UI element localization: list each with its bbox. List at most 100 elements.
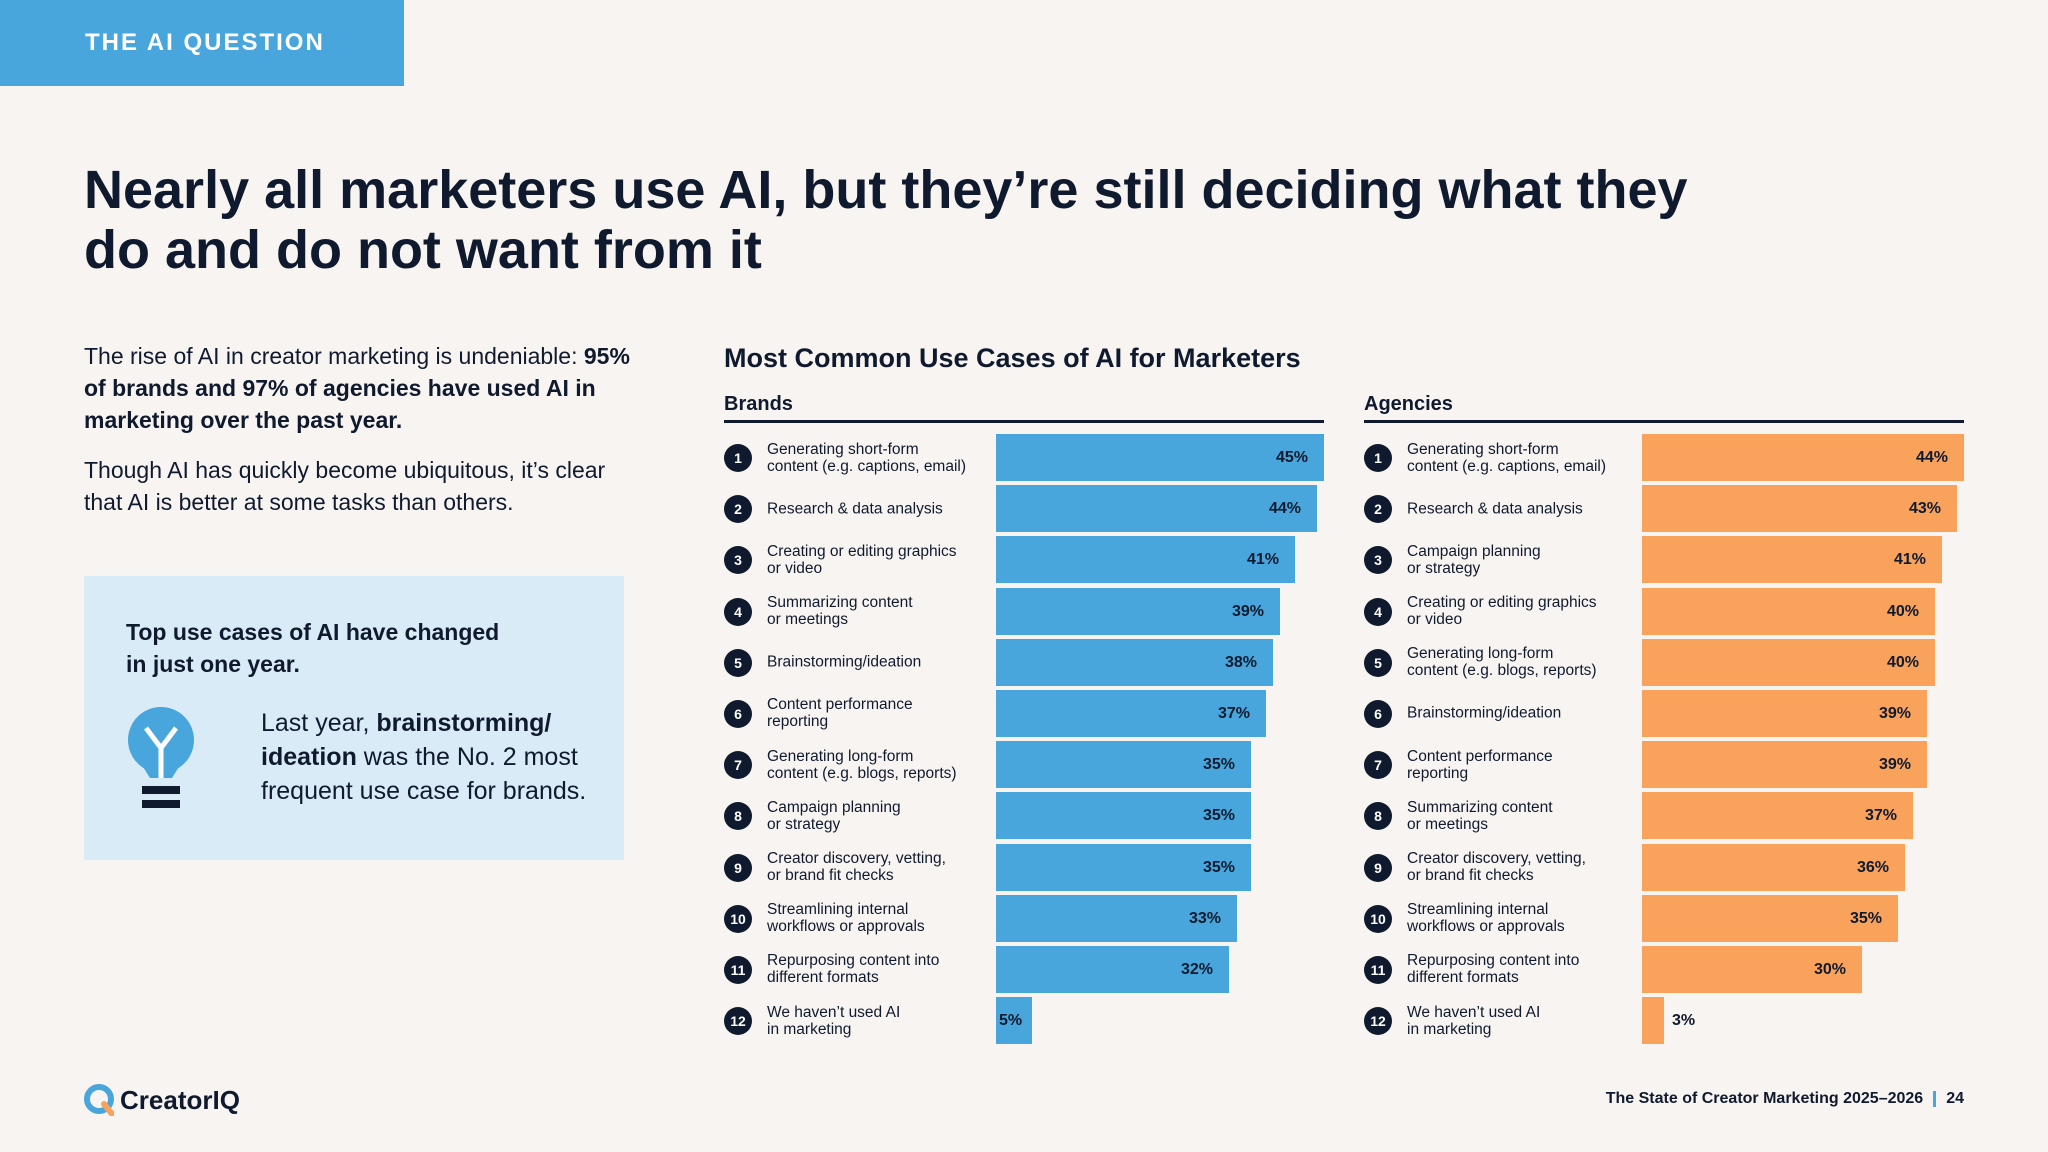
category-label: Research & data analysis bbox=[1407, 500, 1583, 518]
agencies-bar bbox=[1642, 792, 1913, 840]
agencies-rows: 1 Generating short-form content (e.g. cap… bbox=[1364, 434, 1964, 1045]
rank-badge: 8 bbox=[1364, 802, 1392, 831]
value-label: 33% bbox=[1189, 909, 1222, 927]
page-title: Nearly all marketers use AI, but they’re… bbox=[84, 160, 1688, 280]
value-label: 30% bbox=[1814, 960, 1847, 978]
brands-bar-row: 12 We haven’t used AI in marketing 5% bbox=[724, 997, 1324, 1045]
rank-badge: 2 bbox=[1364, 495, 1392, 524]
bar-track: 37% bbox=[1642, 792, 1964, 840]
rank-badge: 12 bbox=[724, 1007, 752, 1036]
value-label: 35% bbox=[1850, 909, 1883, 927]
value-label: 37% bbox=[1865, 807, 1898, 825]
intro-paragraph-2: Though AI has quickly become ubiquitous,… bbox=[84, 457, 606, 515]
category-label: Generating long-form content (e.g. blogs… bbox=[1407, 645, 1597, 680]
bar-track: 39% bbox=[996, 587, 1324, 635]
rank-badge: 10 bbox=[724, 904, 752, 933]
bar-track: 33% bbox=[996, 894, 1324, 942]
bar-track: 5% bbox=[996, 997, 1324, 1045]
brands-chart: Brands 1 Generating short-form content (e… bbox=[724, 388, 1324, 1048]
brands-bar bbox=[996, 485, 1317, 533]
brands-bar-row: 8 Campaign planning or strategy 35% bbox=[724, 792, 1324, 840]
category-label: Brainstorming/ideation bbox=[1407, 704, 1562, 722]
rank-badge: 12 bbox=[1364, 1007, 1392, 1036]
callout-text: Last year, brainstorming/ ideation was t… bbox=[261, 706, 621, 808]
callout-text-c: was the No. 2 most frequent use case for… bbox=[261, 743, 587, 805]
category-label: Content performance reporting bbox=[1407, 747, 1553, 782]
agencies-bar bbox=[1642, 843, 1905, 891]
value-label: 38% bbox=[1225, 653, 1258, 671]
bar-track: 32% bbox=[996, 945, 1324, 993]
callout-text-b: brainstorming/ ideation bbox=[261, 709, 552, 771]
value-label: 43% bbox=[1909, 500, 1942, 518]
creatoriq-logo-icon bbox=[84, 1084, 114, 1116]
rank-badge: 7 bbox=[1364, 751, 1392, 780]
bar-track: 44% bbox=[996, 485, 1324, 533]
value-label: 39% bbox=[1879, 704, 1912, 722]
callout-box: Top use cases of AI have changed in just… bbox=[84, 576, 624, 860]
agencies-bar bbox=[1642, 587, 1935, 635]
lightbulb-icon bbox=[128, 707, 194, 808]
agencies-bar bbox=[1642, 945, 1862, 993]
intro-plain: The rise of AI in creator marketing is u… bbox=[84, 343, 584, 369]
bar-track: 37% bbox=[996, 689, 1324, 737]
value-label: 44% bbox=[1269, 500, 1302, 518]
agencies-bar-row: 7 Content performance reporting 39% bbox=[1364, 741, 1964, 789]
agencies-bar bbox=[1642, 638, 1935, 686]
bar-track: 40% bbox=[1642, 587, 1964, 635]
intro-bold: 95% of brands and 97% of agencies have u… bbox=[84, 343, 630, 433]
agencies-bar-row: 3 Campaign planning or strategy 41% bbox=[1364, 536, 1964, 584]
category-label: Brainstorming/ideation bbox=[767, 653, 922, 671]
brands-bar bbox=[996, 945, 1229, 993]
category-label: Repurposing content into different forma… bbox=[1407, 952, 1580, 987]
brands-bar bbox=[996, 894, 1237, 942]
category-label: Creating or editing graphics or video bbox=[1407, 594, 1597, 629]
chart-title: Most Common Use Cases of AI for Marketer… bbox=[724, 343, 1301, 373]
brands-bar bbox=[996, 792, 1251, 840]
value-label: 40% bbox=[1887, 602, 1920, 620]
category-label: Streamlining internal workflows or appro… bbox=[1407, 901, 1565, 936]
rank-badge: 8 bbox=[724, 802, 752, 831]
rank-badge: 9 bbox=[724, 853, 752, 882]
rank-badge: 3 bbox=[724, 546, 752, 575]
bar-track: 44% bbox=[1642, 434, 1964, 481]
rank-badge: 9 bbox=[1364, 853, 1392, 882]
rank-badge: 3 bbox=[1364, 546, 1392, 575]
agencies-chart-title: Agencies bbox=[1364, 393, 1453, 415]
value-label: 45% bbox=[1276, 449, 1309, 466]
category-label: Generating short-form content (e.g. capt… bbox=[767, 440, 967, 475]
bar-track: 39% bbox=[1642, 741, 1964, 789]
agencies-bar-row: 8 Summarizing content or meetings 37% bbox=[1364, 792, 1964, 840]
value-label: 36% bbox=[1857, 858, 1890, 876]
brands-bar-row: 4 Summarizing content or meetings 39% bbox=[724, 587, 1324, 635]
bar-track: 35% bbox=[996, 792, 1324, 840]
value-label: 39% bbox=[1232, 602, 1265, 620]
rank-badge: 4 bbox=[1364, 597, 1392, 626]
bar-track: 43% bbox=[1642, 485, 1964, 533]
brands-bar bbox=[996, 434, 1324, 481]
category-label: We haven’t used AI in marketing bbox=[767, 1003, 901, 1038]
rank-badge: 11 bbox=[724, 955, 752, 984]
agencies-bar-row: 2 Research & data analysis 43% bbox=[1364, 485, 1964, 533]
brands-bar bbox=[996, 997, 1032, 1045]
callout-title: Top use cases of AI have changed in just… bbox=[126, 619, 500, 677]
brands-bar-row: 3 Creating or editing graphics or video 41… bbox=[724, 536, 1324, 584]
category-label: Streamlining internal workflows or appro… bbox=[767, 901, 925, 936]
bar-track: 3% bbox=[1642, 997, 1964, 1045]
section-tag: THE AI QUESTION bbox=[0, 0, 404, 86]
bar-track: 41% bbox=[996, 536, 1324, 584]
rank-badge: 5 bbox=[1364, 648, 1392, 677]
brands-bar-row: 2 Research & data analysis 44% bbox=[724, 485, 1324, 533]
category-label: Repurposing content into different forma… bbox=[767, 952, 940, 987]
page-number: 24 bbox=[1946, 1090, 1964, 1107]
brands-bar-row: 6 Content performance reporting 37% bbox=[724, 689, 1324, 737]
value-label: 32% bbox=[1181, 960, 1214, 978]
brands-bar bbox=[996, 741, 1251, 789]
agencies-bar-row: 1 Generating short-form content (e.g. cap… bbox=[1364, 434, 1964, 481]
bar-track: 39% bbox=[1642, 689, 1964, 737]
brands-rows: 1 Generating short-form content (e.g. cap… bbox=[724, 434, 1324, 1045]
rank-badge: 4 bbox=[724, 597, 752, 626]
agencies-chart: Agencies 1 Generating short-form content … bbox=[1364, 388, 1964, 1048]
brands-bar bbox=[996, 587, 1280, 635]
brands-bar bbox=[996, 638, 1273, 686]
rank-badge: 1 bbox=[724, 444, 752, 472]
